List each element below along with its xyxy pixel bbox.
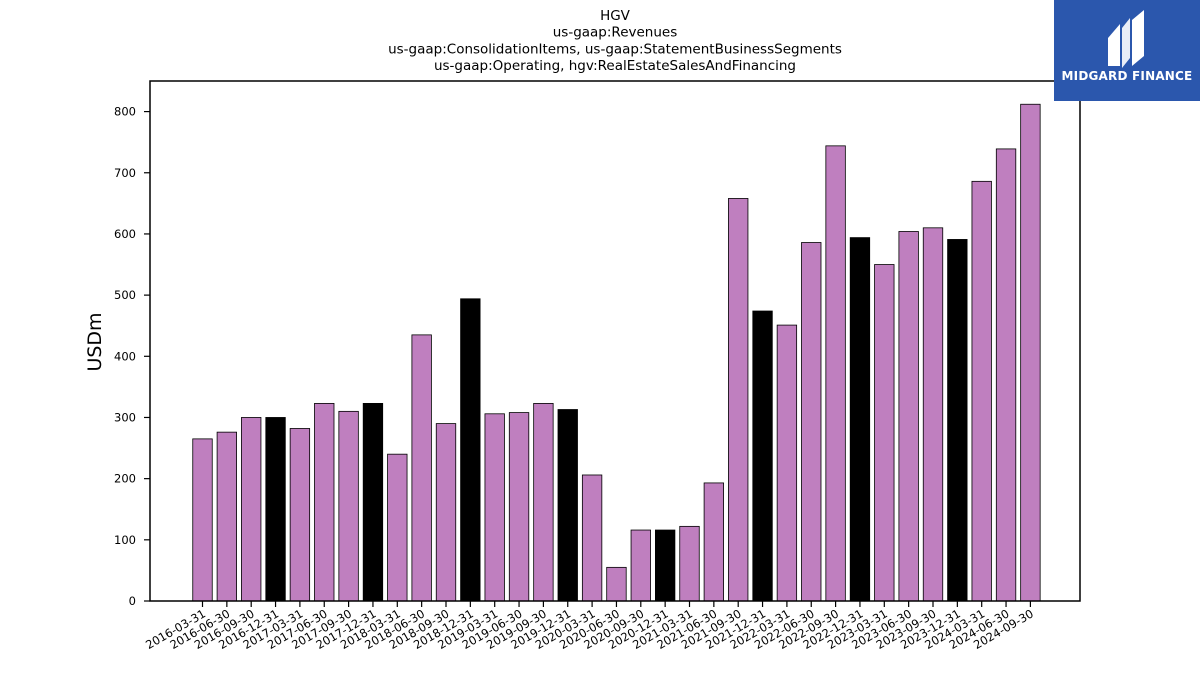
plot-frame xyxy=(149,80,1081,602)
bar xyxy=(1020,103,1041,602)
bar xyxy=(898,231,919,602)
bar xyxy=(557,409,578,602)
y-tick-label: 0 xyxy=(129,594,136,608)
bar xyxy=(849,237,871,602)
midgard-logo-icon xyxy=(1108,10,1144,68)
bar xyxy=(387,453,408,602)
y-tick-label: 800 xyxy=(114,105,136,119)
chart-title-line: HGV xyxy=(600,8,631,24)
bar xyxy=(484,413,505,602)
x-axis-ticks: 2016-03-312016-06-302016-09-302016-12-31… xyxy=(143,601,1036,652)
chart-title-line: us-gaap:ConsolidationItems, us-gaap:Stat… xyxy=(388,41,842,57)
bar xyxy=(581,474,603,602)
bar xyxy=(874,264,895,602)
y-tick-label: 100 xyxy=(114,533,136,547)
bar xyxy=(776,324,798,602)
bar xyxy=(289,428,311,602)
bar xyxy=(192,438,213,602)
bar xyxy=(703,482,724,602)
y-tick-label: 300 xyxy=(114,410,136,424)
y-tick-label: 700 xyxy=(114,166,136,180)
bars xyxy=(192,103,1041,602)
bar xyxy=(338,410,359,602)
bar xyxy=(971,180,992,602)
chart-title: HGVus-gaap:Revenuesus-gaap:Consolidation… xyxy=(388,8,842,74)
y-tick-label: 500 xyxy=(114,288,136,302)
chart-title-line: us-gaap:Revenues xyxy=(553,25,678,41)
bar xyxy=(801,242,822,602)
bar xyxy=(411,334,432,602)
bar xyxy=(314,402,335,602)
bar xyxy=(995,148,1017,602)
bar xyxy=(216,431,238,602)
bar xyxy=(655,529,676,602)
bar xyxy=(825,145,846,602)
bar xyxy=(679,525,700,602)
bar xyxy=(752,310,773,602)
bar xyxy=(508,412,530,602)
bar xyxy=(947,239,968,602)
axes xyxy=(149,80,1081,602)
bar xyxy=(241,417,262,602)
bar xyxy=(922,227,944,602)
bar xyxy=(630,529,651,602)
y-axis-label: USDm xyxy=(84,312,106,371)
y-tick-label: 400 xyxy=(114,349,136,363)
y-axis-ticks: 0 100 200 300 400 500 600 700 800 xyxy=(114,105,150,608)
bar xyxy=(460,298,481,602)
bar xyxy=(362,402,384,602)
chart-title-line: us-gaap:Operating, hgv:RealEstateSalesAn… xyxy=(434,58,796,74)
midgard-finance-logo: MIDGARD FINANCE xyxy=(1054,0,1200,101)
bar xyxy=(533,402,554,602)
logo-text: MIDGARD FINANCE xyxy=(1061,69,1193,83)
y-tick-label: 200 xyxy=(114,472,136,486)
bar xyxy=(728,198,749,602)
bar xyxy=(265,417,286,602)
y-tick-label: 600 xyxy=(114,227,136,241)
bar xyxy=(435,423,457,602)
bar xyxy=(606,566,627,602)
